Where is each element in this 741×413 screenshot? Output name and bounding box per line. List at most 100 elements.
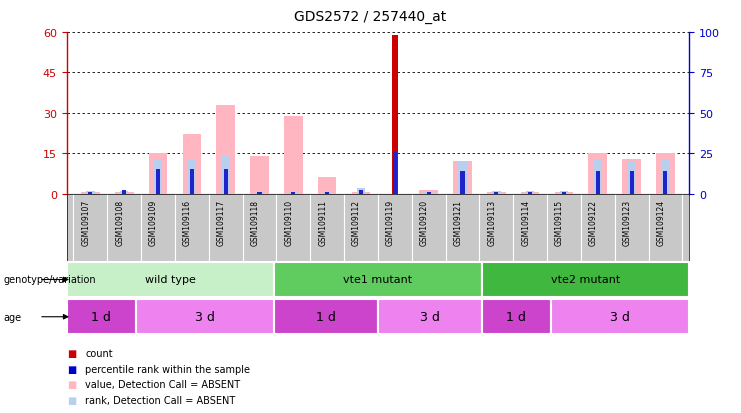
Bar bbox=[521, 193, 539, 194]
Bar bbox=[256, 191, 264, 194]
Bar bbox=[528, 192, 532, 194]
Text: vte1 mutant: vte1 mutant bbox=[343, 275, 413, 285]
Bar bbox=[359, 191, 363, 194]
Bar bbox=[190, 170, 194, 194]
Text: GSM109120: GSM109120 bbox=[419, 199, 428, 246]
Bar bbox=[630, 171, 634, 194]
Text: wild type: wild type bbox=[145, 275, 196, 285]
Bar bbox=[222, 157, 230, 194]
Text: rank, Detection Call = ABSENT: rank, Detection Call = ABSENT bbox=[85, 395, 236, 405]
Bar bbox=[392, 36, 398, 194]
Text: percentile rank within the sample: percentile rank within the sample bbox=[85, 364, 250, 374]
Bar bbox=[622, 159, 641, 194]
Bar bbox=[663, 171, 668, 194]
Bar bbox=[318, 178, 336, 194]
Bar bbox=[81, 193, 100, 194]
Bar bbox=[526, 191, 534, 194]
Text: ■: ■ bbox=[67, 395, 76, 405]
Bar bbox=[425, 191, 433, 194]
Text: GSM109119: GSM109119 bbox=[386, 199, 395, 246]
Bar bbox=[555, 193, 574, 194]
Bar bbox=[482, 262, 689, 297]
Bar bbox=[492, 191, 500, 194]
Bar bbox=[393, 152, 397, 194]
Bar bbox=[136, 299, 274, 335]
Bar bbox=[325, 192, 329, 194]
Text: 3 d: 3 d bbox=[610, 311, 630, 323]
Bar bbox=[88, 192, 93, 194]
Bar bbox=[291, 192, 296, 194]
Text: 1 d: 1 d bbox=[506, 311, 526, 323]
Bar bbox=[562, 192, 566, 194]
Bar bbox=[154, 159, 162, 194]
Bar bbox=[274, 262, 482, 297]
Bar bbox=[274, 299, 378, 335]
Bar bbox=[427, 192, 431, 194]
Bar bbox=[588, 154, 607, 194]
Text: GDS2572 / 257440_at: GDS2572 / 257440_at bbox=[294, 10, 447, 24]
Bar bbox=[419, 190, 438, 194]
Bar bbox=[628, 162, 636, 194]
Text: GSM109110: GSM109110 bbox=[285, 199, 293, 246]
Text: 3 d: 3 d bbox=[420, 311, 439, 323]
Bar bbox=[284, 116, 302, 194]
Bar bbox=[458, 162, 467, 194]
Text: GSM109117: GSM109117 bbox=[216, 199, 226, 246]
Text: GSM109111: GSM109111 bbox=[318, 199, 328, 245]
Text: GSM109118: GSM109118 bbox=[250, 199, 259, 245]
Text: GSM109116: GSM109116 bbox=[183, 199, 192, 246]
Text: value, Detection Call = ABSENT: value, Detection Call = ABSENT bbox=[85, 380, 240, 389]
Text: count: count bbox=[85, 348, 113, 358]
Text: ■: ■ bbox=[67, 364, 76, 374]
Text: 3 d: 3 d bbox=[195, 311, 215, 323]
Text: GSM109109: GSM109109 bbox=[149, 199, 158, 246]
Bar bbox=[149, 154, 167, 194]
Text: GSM109108: GSM109108 bbox=[115, 199, 124, 246]
Text: GSM109114: GSM109114 bbox=[521, 199, 530, 246]
Bar bbox=[86, 191, 95, 194]
Text: GSM109124: GSM109124 bbox=[657, 199, 665, 246]
Text: GSM109123: GSM109123 bbox=[622, 199, 631, 246]
Text: GSM109121: GSM109121 bbox=[453, 199, 462, 245]
Bar bbox=[120, 191, 128, 194]
Bar bbox=[187, 159, 196, 194]
Text: GSM109122: GSM109122 bbox=[589, 199, 598, 245]
Bar bbox=[122, 191, 126, 194]
Text: GSM109113: GSM109113 bbox=[488, 199, 496, 246]
Bar bbox=[156, 170, 160, 194]
Text: GSM109115: GSM109115 bbox=[555, 199, 564, 246]
Bar bbox=[323, 191, 331, 194]
Text: GSM109112: GSM109112 bbox=[352, 199, 361, 245]
Bar bbox=[182, 135, 201, 194]
Bar bbox=[224, 170, 227, 194]
Bar bbox=[551, 299, 689, 335]
Bar bbox=[453, 162, 472, 194]
Bar bbox=[596, 171, 599, 194]
Bar bbox=[460, 171, 465, 194]
Bar bbox=[487, 193, 505, 194]
Bar bbox=[494, 192, 499, 194]
Bar bbox=[67, 262, 274, 297]
Bar bbox=[352, 193, 370, 194]
Bar bbox=[356, 189, 365, 194]
Bar bbox=[482, 299, 551, 335]
Bar bbox=[257, 192, 262, 194]
Bar bbox=[216, 106, 235, 194]
Text: genotype/variation: genotype/variation bbox=[4, 275, 96, 285]
Text: GSM109107: GSM109107 bbox=[82, 199, 90, 246]
Bar bbox=[656, 154, 675, 194]
Text: vte2 mutant: vte2 mutant bbox=[551, 275, 620, 285]
Bar bbox=[67, 299, 136, 335]
Bar bbox=[250, 157, 269, 194]
Bar bbox=[559, 191, 568, 194]
Text: ■: ■ bbox=[67, 380, 76, 389]
Bar bbox=[594, 159, 602, 194]
Text: 1 d: 1 d bbox=[91, 311, 111, 323]
Bar bbox=[661, 159, 670, 194]
Text: 1 d: 1 d bbox=[316, 311, 336, 323]
Bar bbox=[378, 299, 482, 335]
Bar bbox=[115, 193, 133, 194]
Text: ■: ■ bbox=[67, 348, 76, 358]
Bar bbox=[289, 191, 298, 194]
Text: age: age bbox=[4, 312, 21, 322]
